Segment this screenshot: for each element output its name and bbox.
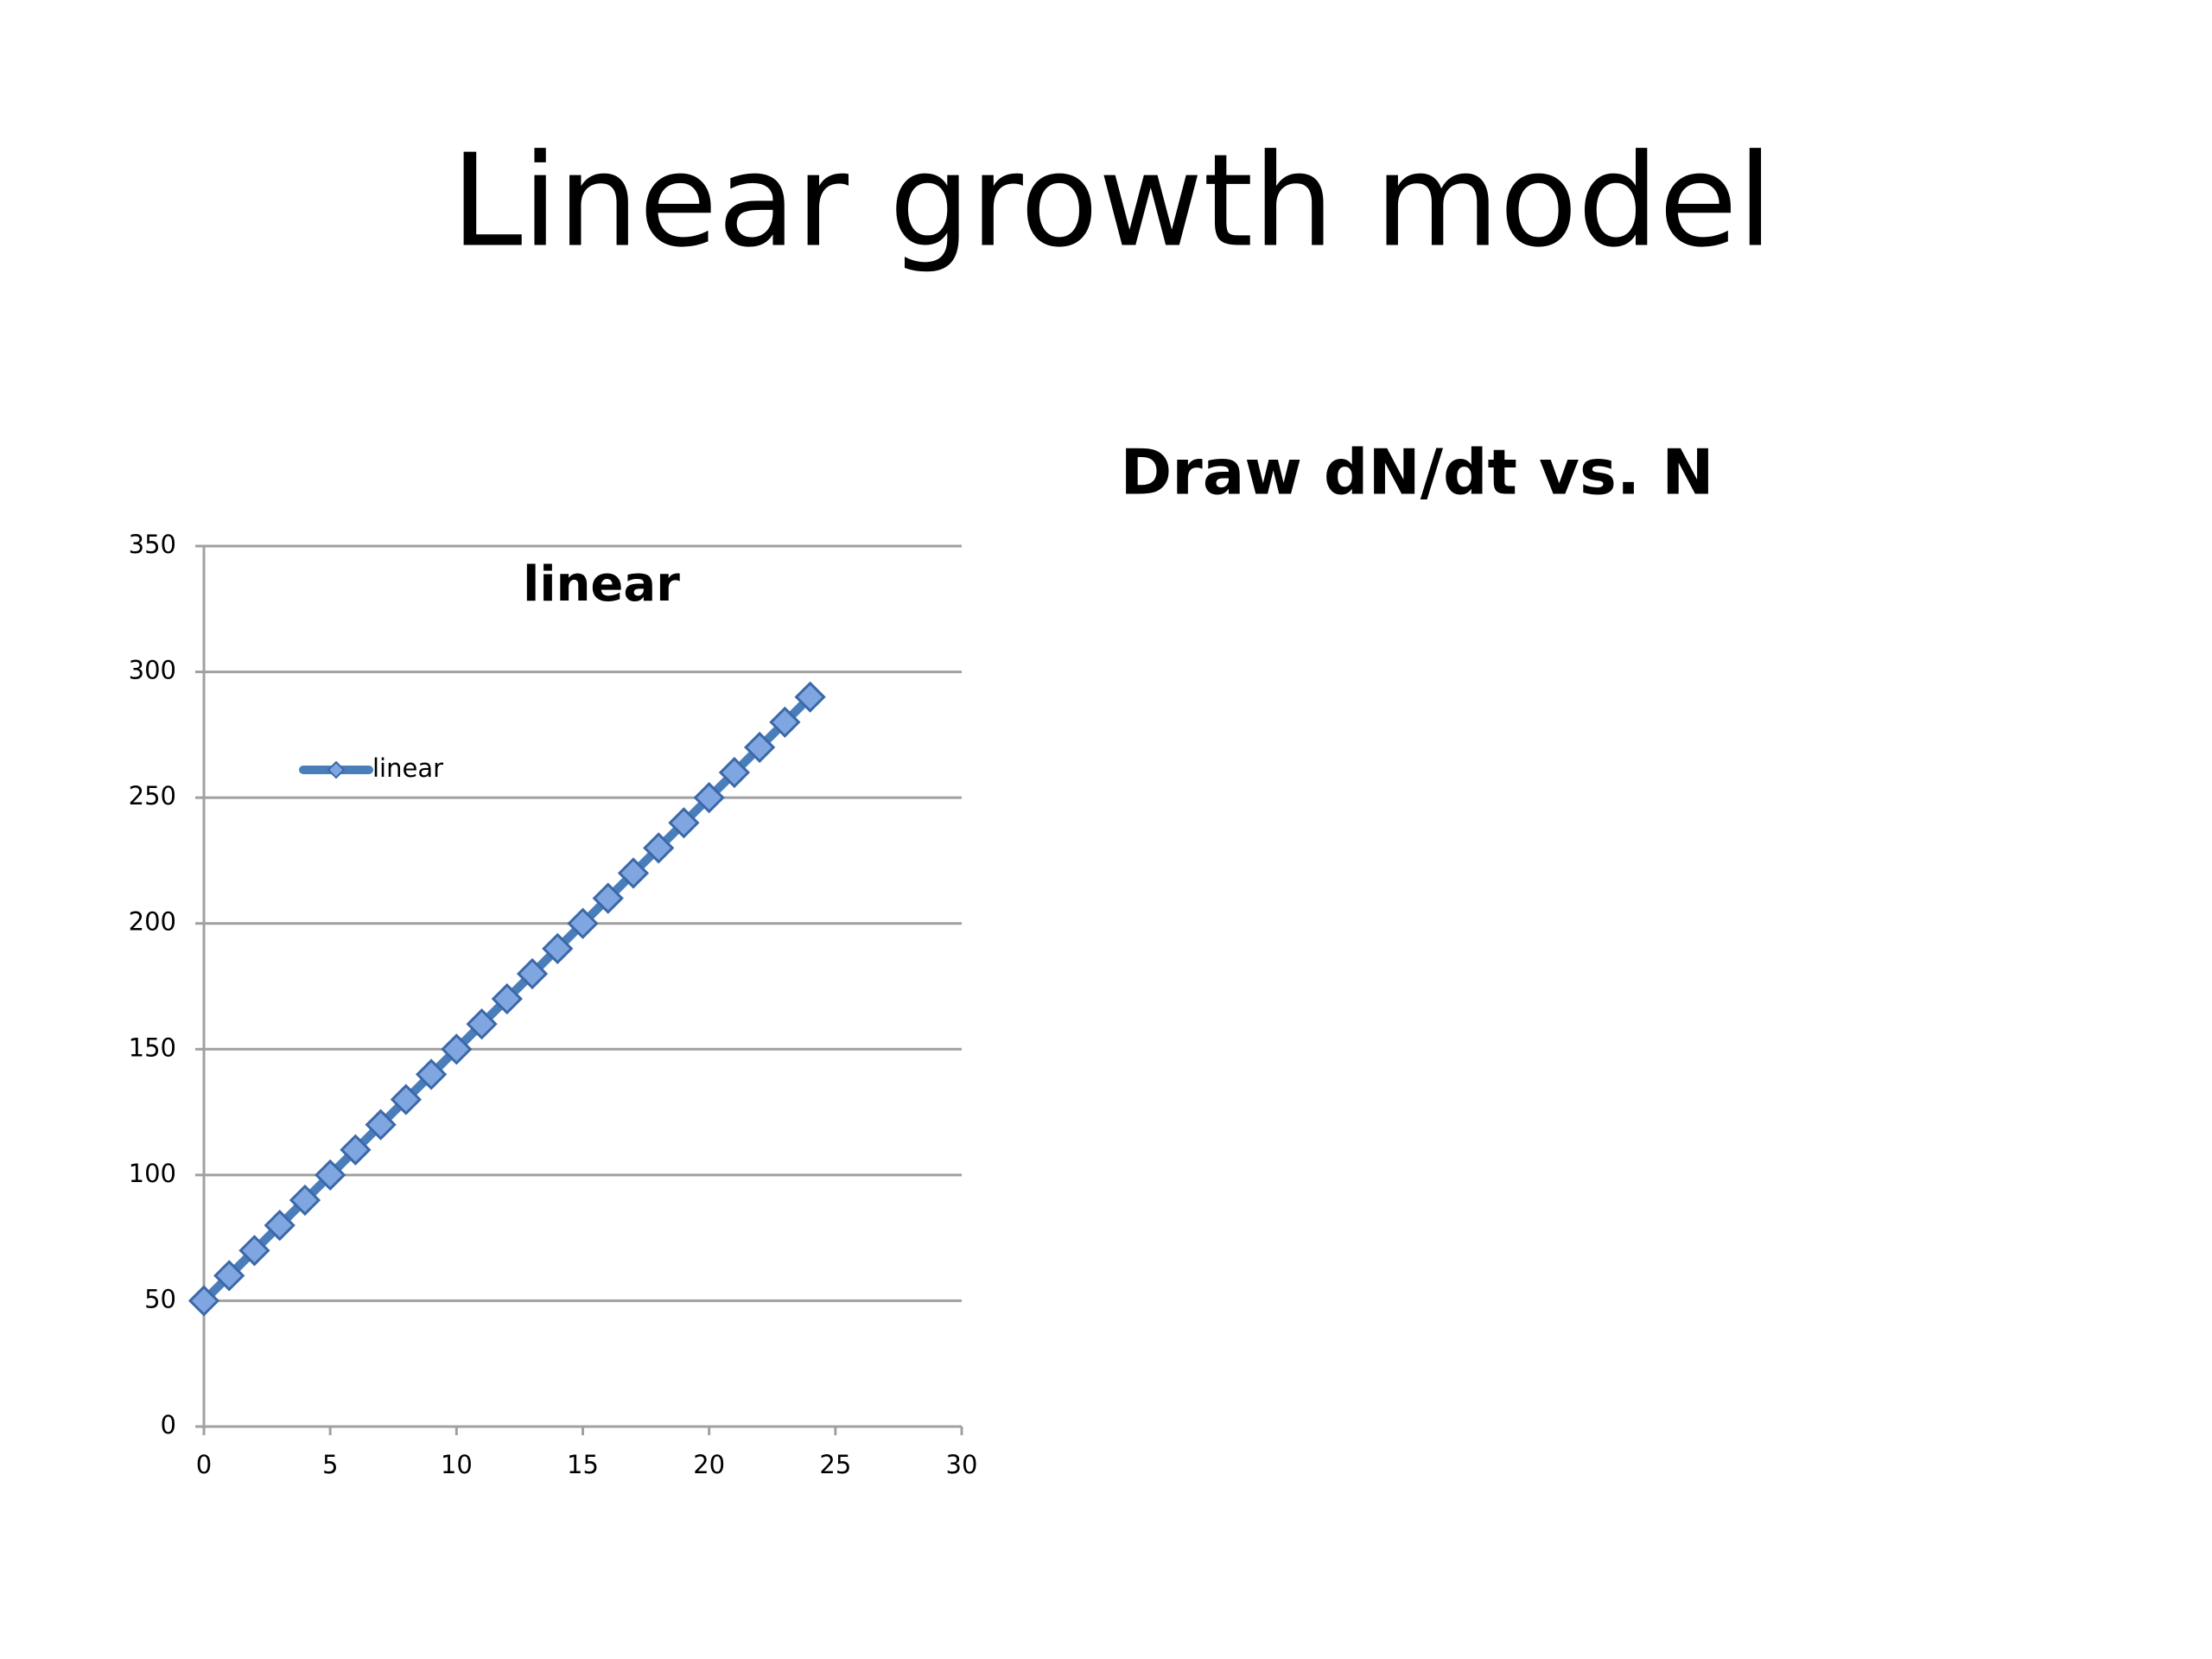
data-point xyxy=(289,1184,321,1217)
x-tick-label: 30 xyxy=(946,1450,978,1479)
y-tick-label: 300 xyxy=(129,656,176,685)
data-point xyxy=(441,1033,473,1065)
x-tick-label: 5 xyxy=(322,1450,338,1479)
data-point xyxy=(365,1109,397,1141)
slide-text: Draw dN/dt vs. N xyxy=(1120,436,1713,509)
data-point xyxy=(693,782,725,814)
x-tick-label: 0 xyxy=(196,1450,212,1479)
data-point xyxy=(668,807,700,839)
data-point xyxy=(592,882,624,914)
y-tick-label: 150 xyxy=(129,1033,176,1062)
data-point xyxy=(340,1134,372,1166)
data-point xyxy=(617,857,650,889)
y-tick-label: 0 xyxy=(161,1410,176,1440)
data-point xyxy=(213,1260,245,1292)
data-point xyxy=(466,1008,498,1040)
data-point xyxy=(516,957,549,990)
y-tick-label: 200 xyxy=(129,907,176,937)
data-point xyxy=(315,1159,346,1191)
data-point xyxy=(491,982,523,1015)
data-point xyxy=(188,1285,220,1317)
legend-marker xyxy=(327,760,346,779)
y-tick-label: 100 xyxy=(129,1159,176,1188)
y-tick-label: 50 xyxy=(144,1284,176,1313)
data-point xyxy=(794,681,826,713)
data-point xyxy=(567,907,599,939)
data-point xyxy=(238,1235,270,1267)
data-point xyxy=(718,756,751,789)
slide-title: Linear growth model xyxy=(451,127,1773,276)
x-tick-label: 15 xyxy=(567,1450,599,1479)
data-point xyxy=(415,1058,448,1090)
data-point xyxy=(542,932,574,964)
chart-title: linear xyxy=(523,556,680,613)
x-tick-label: 10 xyxy=(441,1450,473,1479)
x-tick-label: 25 xyxy=(819,1450,851,1479)
y-tick-label: 250 xyxy=(129,781,176,810)
y-tick-label: 350 xyxy=(129,530,176,559)
data-point xyxy=(390,1084,422,1116)
legend-label: linear xyxy=(372,753,443,783)
data-point xyxy=(264,1209,296,1242)
x-tick-label: 20 xyxy=(693,1450,725,1479)
data-point xyxy=(744,731,776,764)
data-point xyxy=(769,706,801,738)
data-point xyxy=(643,832,675,864)
